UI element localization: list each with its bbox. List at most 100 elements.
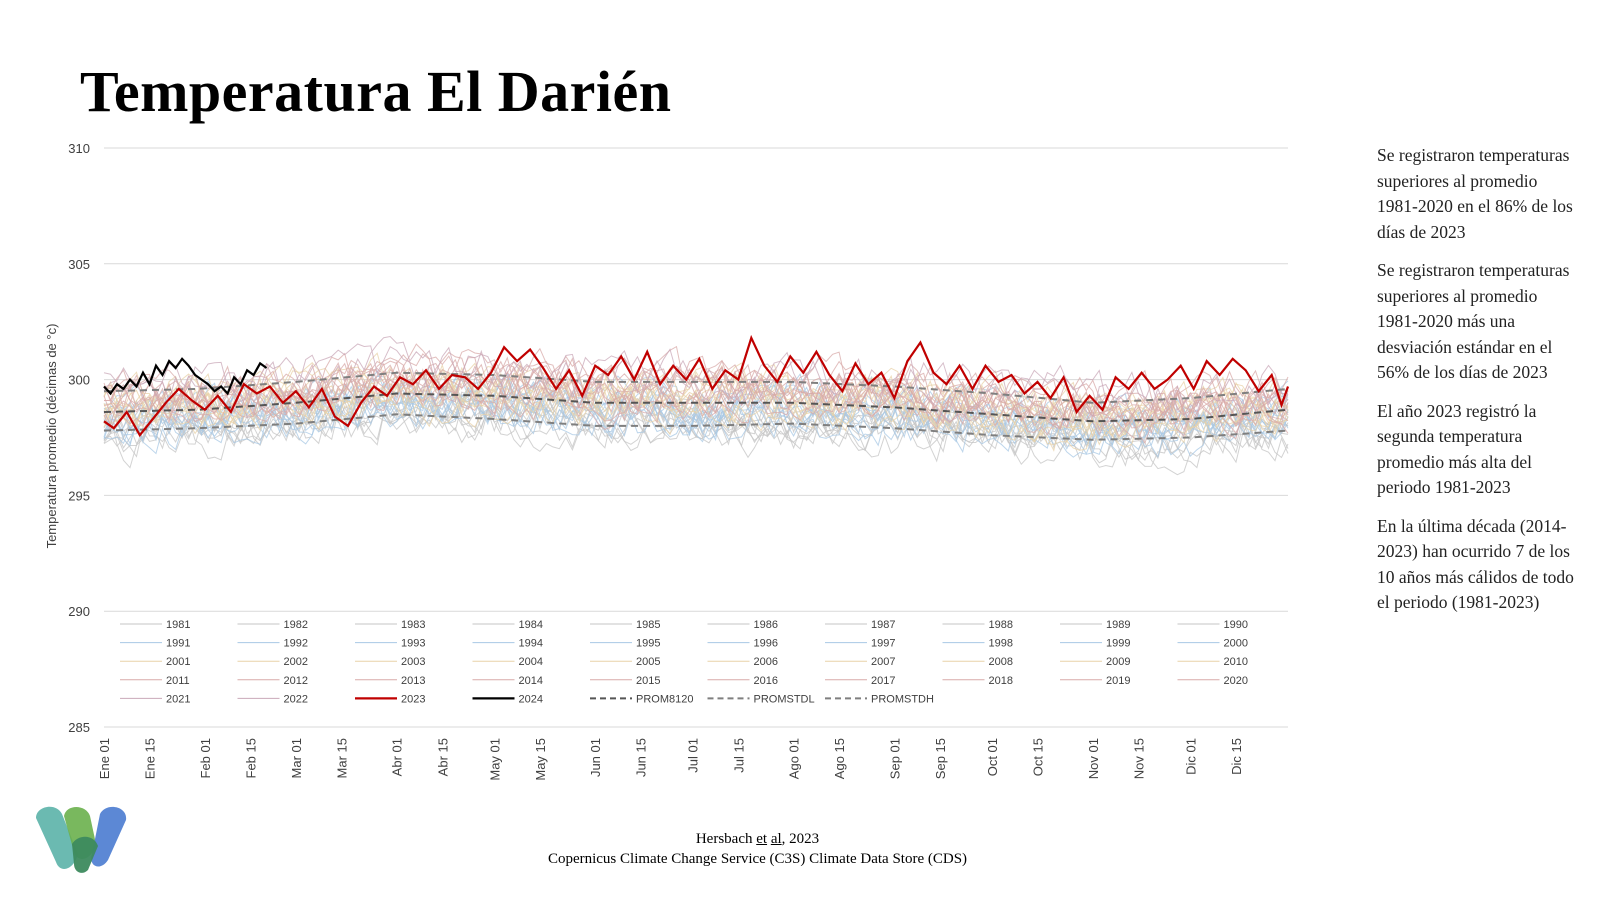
legend-label-2002: 2002 (284, 656, 308, 668)
legend-label-2024: 2024 (519, 693, 543, 705)
legend-label-1995: 1995 (636, 638, 660, 650)
x-tick-mar-15: Mar 15 (334, 738, 349, 778)
x-tick-ene-15: Ene 15 (143, 738, 158, 779)
legend-label-2018: 2018 (989, 675, 1013, 687)
x-tick-nov-01: Nov 01 (1086, 738, 1101, 779)
series-line-2024 (103, 357, 268, 396)
legend-label-prom8120: PROM8120 (636, 693, 693, 705)
series-line-promstdl (103, 413, 1289, 441)
legend-label-2000: 2000 (1224, 638, 1248, 650)
legend-label-1982: 1982 (284, 619, 308, 631)
series-line-2005 (103, 367, 1289, 444)
y-tick-310: 310 (68, 141, 90, 156)
notes-panel: Se registraron temperaturas superiores a… (1377, 143, 1582, 629)
series-line-2009 (103, 365, 1289, 437)
citation-line-1: Hersbach et al, 2023 (695, 831, 820, 847)
legend-label-1991: 1991 (166, 638, 190, 650)
x-tick-nov-15: Nov 15 (1131, 738, 1146, 779)
x-tick-sep-01: Sep 01 (887, 738, 902, 779)
legend-label-1993: 1993 (401, 638, 425, 650)
x-tick-may-15: May 15 (533, 738, 548, 781)
legend-label-2017: 2017 (871, 675, 895, 687)
x-tick-jul-01: Jul 01 (686, 738, 701, 773)
legend-label-2006: 2006 (754, 656, 778, 668)
x-tick-sep-15: Sep 15 (933, 738, 948, 779)
x-tick-feb-01: Feb 01 (198, 738, 213, 778)
legend-label-1985: 1985 (636, 619, 660, 631)
y-tick-290: 290 (68, 604, 90, 619)
series-line-2022 (103, 343, 1289, 424)
legend-label-2011: 2011 (166, 675, 190, 687)
x-tick-jun-01: Jun 01 (588, 738, 603, 777)
x-tick-ene-01: Ene 01 (97, 738, 112, 779)
logo-leaf-left (36, 806, 78, 869)
legend-label-promstdh: PROMSTDH (871, 693, 934, 705)
legend-label-1983: 1983 (401, 619, 425, 631)
legend-label-2016: 2016 (754, 675, 778, 687)
legend-label-1987: 1987 (871, 619, 895, 631)
legend-label-2023: 2023 (401, 693, 425, 705)
legend-label-1981: 1981 (166, 619, 190, 631)
legend-label-1988: 1988 (989, 619, 1013, 631)
legend-label-2012: 2012 (284, 675, 308, 687)
logo-leaf-right (91, 806, 127, 867)
legend-label-2005: 2005 (636, 656, 660, 668)
legend-label-1986: 1986 (754, 619, 778, 631)
note-2: Se registraron temperaturas superiores a… (1377, 260, 1570, 382)
series-line-1993 (103, 384, 1289, 455)
legend-label-2010: 2010 (1224, 656, 1248, 668)
legend-label-2022: 2022 (284, 693, 308, 705)
legend-label-1992: 1992 (284, 638, 308, 650)
x-tick-abr-01: Abr 01 (390, 738, 405, 776)
temperature-chart: 285 290 295 300 305 310 Ene 01 Ene 15 Feb 01 Feb… (44, 141, 1290, 781)
legend-label-1984: 1984 (519, 619, 543, 631)
series-line-prom8120 (103, 392, 1289, 423)
x-tick-oct-01: Oct 01 (985, 738, 1000, 776)
legend-label-1990: 1990 (1224, 619, 1248, 631)
chart-gridlines (104, 147, 1288, 728)
x-tick-jun-15: Jun 15 (634, 738, 649, 777)
y-tick-labels: 285 290 295 300 305 310 (68, 141, 90, 735)
y-tick-285: 285 (68, 720, 90, 735)
y-axis-label: Temperatura promedio (décimas de °c) (44, 324, 59, 549)
series-line-2018 (103, 343, 1289, 418)
x-tick-jul-15: Jul 15 (731, 738, 746, 773)
legend-label-promstdl: PROMSTDL (754, 693, 815, 705)
x-tick-mar-01: Mar 01 (289, 738, 304, 778)
note-4: En la última década (2014-2023) han ocur… (1377, 515, 1574, 613)
page-title: Temperatura El Darién (80, 59, 672, 124)
legend-label-2020: 2020 (1224, 675, 1248, 687)
chart-legend: 1981 1982 1983 1984 1985 1986 1987 1988 1989 1990… (120, 619, 1248, 705)
legend-label-1997: 1997 (871, 638, 895, 650)
legend-label-1989: 1989 (1106, 619, 1130, 631)
x-tick-may-01: May 01 (487, 738, 502, 781)
x-tick-oct-15: Oct 15 (1031, 738, 1046, 776)
logo-leaf-center (72, 836, 98, 873)
x-tick-ago-01: Ago 01 (787, 738, 802, 779)
x-tick-feb-15: Feb 15 (243, 738, 258, 778)
legend-label-2007: 2007 (871, 656, 895, 668)
organization-logo (36, 806, 127, 873)
x-tick-ago-15: Ago 15 (832, 738, 847, 779)
y-tick-305: 305 (68, 257, 90, 272)
highlight-series-lines (103, 334, 1290, 441)
historical-year-lines (103, 335, 1289, 476)
legend-label-1994: 1994 (519, 638, 543, 650)
legend-label-2003: 2003 (401, 656, 425, 668)
legend-label-1999: 1999 (1106, 638, 1130, 650)
legend-label-2015: 2015 (636, 675, 660, 687)
x-tick-abr-15: Abr 15 (435, 738, 450, 776)
y-tick-300: 300 (68, 373, 90, 388)
series-line-2021 (103, 335, 1289, 418)
y-tick-295: 295 (68, 488, 90, 503)
legend-label-2004: 2004 (519, 656, 543, 668)
note-1: Se registraron temperaturas superiores a… (1377, 145, 1573, 242)
x-tick-dic-01: Dic 01 (1183, 738, 1198, 775)
citation-line-2: Copernicus Climate Change Service (C3S) … (547, 851, 968, 867)
legend-label-2001: 2001 (166, 656, 190, 668)
series-line-2023 (103, 334, 1290, 438)
note-3: El año 2023 registró la segunda temperat… (1377, 400, 1537, 498)
legend-label-1996: 1996 (754, 638, 778, 650)
legend-label-1998: 1998 (989, 638, 1013, 650)
legend-label-2013: 2013 (401, 675, 425, 687)
